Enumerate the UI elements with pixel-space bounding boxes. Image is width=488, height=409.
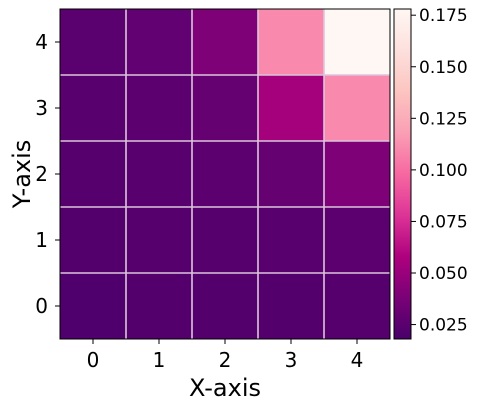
heatmap-cell [258,75,324,141]
x-tick-label: 0 [87,348,100,372]
heatmap-cell [324,9,390,75]
heatmap-cell [60,75,126,141]
y-tick-label: 4 [35,30,48,54]
heatmap-cell [258,273,324,339]
x-axis-label: X-axis [189,374,261,402]
heatmap-cell [324,141,390,207]
colorbar [393,8,412,340]
heatmap-cell [126,207,192,273]
y-axis-label: Y-axis [8,140,36,210]
colorbar-tick-label: 0.175 [419,6,468,26]
heatmap-cell [126,9,192,75]
heatmap-cell [126,273,192,339]
heatmap-cells [60,9,390,339]
heatmap-cell [126,75,192,141]
y-tick-label: 0 [35,294,48,318]
heatmap-cell [324,207,390,273]
x-tick-label: 1 [153,348,166,372]
y-axis-ticks: 0 1 2 3 4 [35,30,60,318]
colorbar-tick-label: 0.150 [419,58,468,78]
heatmap-cell [60,141,126,207]
heatmap-grid [60,9,390,339]
x-tick-label: 2 [219,348,232,372]
heatmap-cell [258,207,324,273]
y-tick-label: 1 [35,228,48,252]
heatmap-cell [324,273,390,339]
heatmap-cell [192,207,258,273]
heatmap-cell [192,9,258,75]
y-tick-label: 3 [35,96,48,120]
x-axis-ticks: 0 1 2 3 4 [87,339,364,372]
heatmap-cell [126,141,192,207]
y-tick-label: 2 [35,162,48,186]
heatmap-cell [192,273,258,339]
heatmap-cell [192,75,258,141]
heatmap-cell [258,141,324,207]
heatmap-cell [60,9,126,75]
colorbar-ticks: 0.025 0.050 0.075 0.100 0.125 0.150 0.175 [411,6,468,336]
colorbar-tick-label: 0.025 [419,316,468,336]
colorbar-tick-label: 0.050 [419,264,468,284]
x-tick-label: 4 [351,348,364,372]
heatmap-cell [60,207,126,273]
colorbar-tick-label: 0.100 [419,161,468,181]
heatmap-cell [60,273,126,339]
x-tick-label: 3 [285,348,298,372]
colorbar-tick-label: 0.125 [419,109,468,129]
heatmap-cell [258,9,324,75]
heatmap-cell [192,141,258,207]
heatmap-cell [324,75,390,141]
colorbar-tick-label: 0.075 [419,212,468,232]
